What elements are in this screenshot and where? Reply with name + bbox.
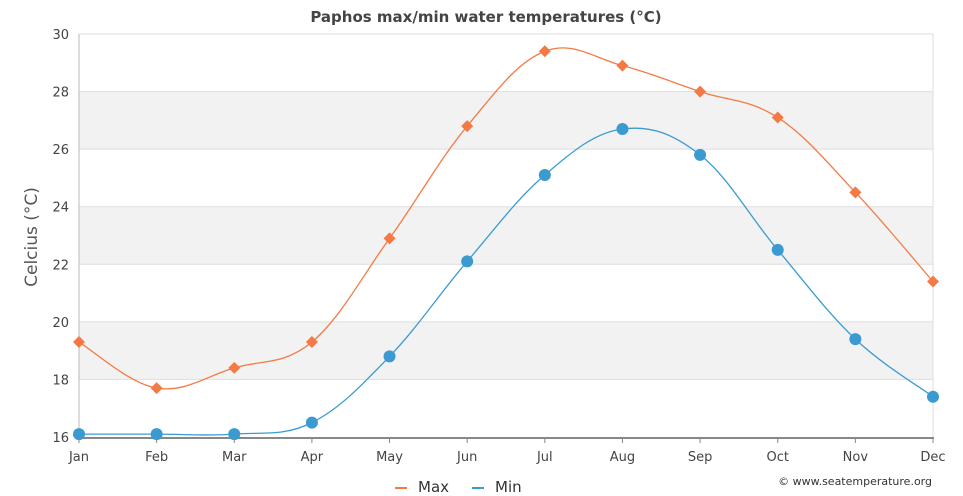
x-tick-label: Sep <box>688 450 713 465</box>
x-tick-label: Jul <box>536 450 553 465</box>
max-data-point[interactable] <box>927 275 939 288</box>
min-data-point[interactable] <box>73 428 85 441</box>
credit-text: © www.seatemperature.org <box>778 475 932 488</box>
min-data-point[interactable] <box>694 148 707 161</box>
x-tick-label: Apr <box>301 450 324 465</box>
min-data-point[interactable] <box>228 428 241 441</box>
max-data-point[interactable] <box>150 382 163 395</box>
x-tick-label: Oct <box>766 450 788 465</box>
min-data-point[interactable] <box>849 333 862 346</box>
y-tick-label: 18 <box>52 373 69 388</box>
y-tick-label: 28 <box>52 86 69 101</box>
gridlines <box>79 33 933 380</box>
x-tick-label: Feb <box>145 450 168 465</box>
max-data-point[interactable] <box>228 361 241 374</box>
max-data-point[interactable] <box>694 85 707 98</box>
x-tick-label: Aug <box>610 450 635 465</box>
x-tick-label: Jun <box>456 450 477 465</box>
y-axis-title: Celcius (°C) <box>22 187 42 287</box>
max-data-point[interactable] <box>538 45 551 58</box>
max-data-point[interactable] <box>73 336 85 349</box>
min-data-point[interactable] <box>927 390 939 403</box>
background-band <box>79 91 933 150</box>
max-data-point[interactable] <box>461 120 474 133</box>
y-tick-label: 16 <box>52 431 69 446</box>
background-band <box>79 206 933 265</box>
y-tick-label: 20 <box>52 316 69 331</box>
chart-title: Paphos max/min water temperatures (°C) <box>310 8 661 26</box>
min-data-point[interactable] <box>538 169 551 182</box>
background-band <box>79 321 933 380</box>
min-data-point[interactable] <box>150 428 163 441</box>
x-tick-label: Nov <box>843 450 869 465</box>
min-legend-label[interactable]: Min <box>495 478 522 496</box>
x-tick-label: Dec <box>920 450 945 465</box>
y-tick-labels: 16 18 20 22 24 26 28 30 <box>52 28 69 446</box>
min-series-line <box>78 127 934 436</box>
x-tick-label: Jan <box>68 450 89 465</box>
legend: Max Min <box>395 478 522 496</box>
x-tick-label: May <box>376 450 403 465</box>
min-data-point[interactable] <box>383 350 396 363</box>
series-markers <box>73 45 939 441</box>
min-data-point[interactable] <box>616 122 629 135</box>
plot-background-bands <box>79 91 933 380</box>
min-data-point[interactable] <box>461 255 474 268</box>
min-data-point[interactable] <box>305 416 318 429</box>
x-tick-labels: Jan Feb Mar Apr May Jun Jul Aug Sep Oct Nov Dec <box>68 450 946 465</box>
x-tick-label: Mar <box>222 450 247 465</box>
y-tick-label: 26 <box>52 143 69 158</box>
max-data-point[interactable] <box>849 186 862 199</box>
min-data-point[interactable] <box>771 243 784 256</box>
max-data-point[interactable] <box>383 232 396 245</box>
y-tick-label: 22 <box>52 258 69 273</box>
y-tick-label: 30 <box>52 28 69 43</box>
y-tick-label: 24 <box>52 201 69 216</box>
max-data-point[interactable] <box>305 336 318 349</box>
axes <box>76 34 934 443</box>
max-data-point[interactable] <box>771 111 784 124</box>
max-data-point[interactable] <box>616 59 629 72</box>
max-legend-label[interactable]: Max <box>418 478 449 496</box>
